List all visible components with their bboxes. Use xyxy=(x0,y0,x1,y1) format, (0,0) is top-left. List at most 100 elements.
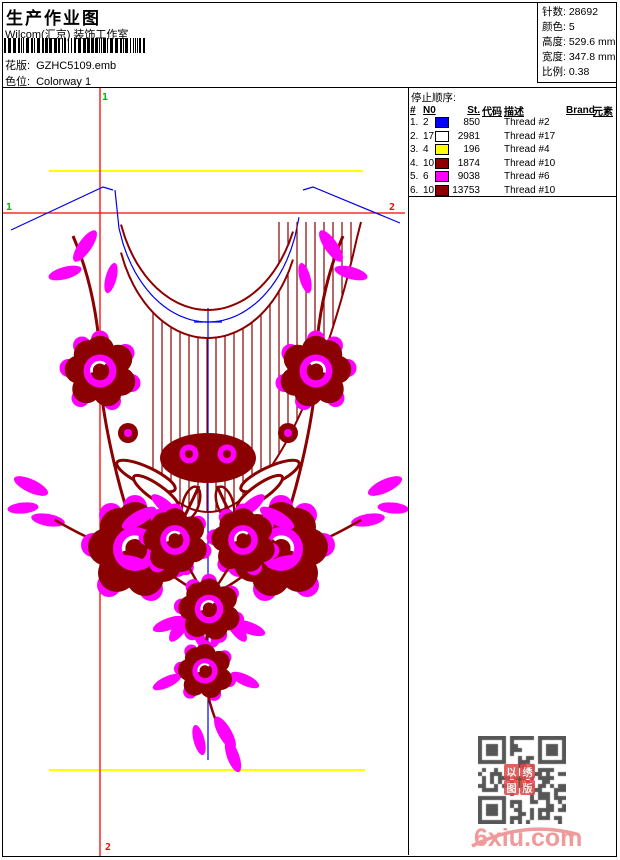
thread-cell: 10 xyxy=(423,157,435,169)
thread-cell: 9038 xyxy=(457,171,480,182)
thread-row: 2. 17 2981 Thread #17 xyxy=(410,130,616,143)
colorway-value: Colorway 1 xyxy=(36,76,92,88)
thread-color-swatch xyxy=(435,157,451,169)
stat-row: 比例: 0.38 xyxy=(542,65,617,80)
barcode-bar xyxy=(130,38,131,53)
barcode-bar xyxy=(107,38,108,53)
stat-value: 347.8 mm xyxy=(568,51,616,63)
barcode-bar xyxy=(23,38,24,53)
page-title: 生产作业图 xyxy=(6,9,101,28)
thread-cell: 3. xyxy=(410,144,419,155)
thread-cell: 6. xyxy=(410,184,419,196)
barcode-bar xyxy=(4,38,6,53)
stat-value: 529.6 mm xyxy=(568,36,616,48)
thread-cell: 10 xyxy=(423,184,435,196)
colorway-line: 色位: Colorway 1 xyxy=(5,73,91,89)
stat-label: 比例: xyxy=(542,66,566,78)
thread-row: 1. 2 850 Thread #2 xyxy=(410,116,616,129)
thread-cell: 17 xyxy=(423,130,435,142)
barcode xyxy=(4,38,150,53)
table-header-row: # N0 St. 代码 描述 Brand 元素 xyxy=(410,103,616,118)
watermark: 6xiu.com xyxy=(468,820,583,858)
red-seal-stamp: 以绣图版 xyxy=(504,764,537,797)
barcode-bar xyxy=(62,38,63,53)
design-stats-panel: 针数: 28692 颜色: 5 高度: 529.6 mm 宽度: 347.8 mm 比例… xyxy=(537,2,617,83)
thread-color-swatch xyxy=(435,117,451,128)
pattern-line: 花版: GZHC5109.emb xyxy=(5,57,116,73)
thread-cell: 4 xyxy=(423,144,429,155)
stamp-character: 以 xyxy=(504,764,519,779)
thread-cell: Thread #2 xyxy=(504,117,550,128)
thread-cell: 1874 xyxy=(457,157,480,169)
barcode-bar xyxy=(133,38,134,53)
column-header: Brand xyxy=(566,105,595,116)
marker-start-top: 1 xyxy=(102,92,108,103)
barcode-bar xyxy=(101,38,102,53)
thread-cell: 13753 xyxy=(452,184,480,196)
marker-end-bottom: 2 xyxy=(105,842,111,853)
barcode-bar xyxy=(143,38,145,53)
colorway-label: 色位: xyxy=(5,76,31,88)
column-header: # xyxy=(410,105,416,116)
swatch xyxy=(435,117,449,128)
barcode-bar xyxy=(123,38,124,53)
stat-label: 高度: xyxy=(542,36,566,48)
table-title: 停止顺序: xyxy=(411,92,456,104)
barcode-bar xyxy=(139,38,141,53)
neckline-scoop xyxy=(114,189,300,323)
barcode-bar xyxy=(49,38,52,53)
barcode-bar xyxy=(120,38,122,53)
marker-end-right: 2 xyxy=(389,202,395,213)
thread-color-swatch xyxy=(435,171,451,182)
stamp-character: 版 xyxy=(520,780,535,795)
stat-value: 0.38 xyxy=(568,66,590,78)
swatch xyxy=(435,157,449,169)
barcode-bar xyxy=(64,38,66,53)
thread-color-swatch xyxy=(435,184,451,196)
stat-row: 宽度: 347.8 mm xyxy=(542,50,617,65)
swatch xyxy=(435,144,449,155)
thread-row: 5. 6 9038 Thread #6 xyxy=(410,170,616,183)
panel-separator xyxy=(408,88,409,855)
barcode-bar xyxy=(71,38,72,53)
center-drop-roses xyxy=(115,502,301,775)
barcode-bar xyxy=(26,38,29,53)
barcode-bar xyxy=(115,38,118,53)
barcode-bar xyxy=(18,38,20,53)
stat-row: 颜色: 5 xyxy=(542,20,617,35)
thread-cell: Thread #6 xyxy=(504,171,550,182)
stat-value: 28692 xyxy=(568,6,599,18)
thread-cell: 2. xyxy=(410,130,419,142)
barcode-bar xyxy=(45,38,48,53)
barcode-bar xyxy=(34,38,35,53)
barcode-bar xyxy=(95,38,98,53)
thread-color-swatch xyxy=(435,130,451,142)
barcode-bar xyxy=(87,38,90,53)
stamp-character: 绣 xyxy=(520,764,535,779)
central-floral-cluster xyxy=(115,423,301,533)
barcode-bar xyxy=(103,38,106,53)
neckline-shoulder-left xyxy=(10,186,114,231)
swatch xyxy=(435,130,449,142)
thread-row: 3. 4 196 Thread #4 xyxy=(410,143,616,156)
header-separator xyxy=(2,87,616,88)
column-header: 描述 xyxy=(504,107,524,118)
thread-row: 4. 10 1874 Thread #10 xyxy=(410,157,616,170)
barcode-bar xyxy=(74,38,76,53)
column-header: St. xyxy=(467,105,480,116)
thread-cell: Thread #17 xyxy=(504,130,556,142)
watermark-text: 6xiu.com xyxy=(474,824,583,852)
thread-cell: 2 xyxy=(423,117,429,128)
thread-cell: 4. xyxy=(410,157,419,169)
stat-row: 针数: 28692 xyxy=(542,5,617,20)
stat-label: 宽度: xyxy=(542,51,566,63)
swatch xyxy=(435,184,449,196)
column-header: 元素 xyxy=(593,107,613,118)
thread-row: 6. 10 13753 Thread #10 xyxy=(410,184,616,197)
barcode-bar xyxy=(54,38,57,53)
band-edge-upper xyxy=(120,224,294,312)
embroidery-design-canvas: 1 1 2 2 xyxy=(3,88,408,856)
thread-cell: Thread #10 xyxy=(504,184,556,196)
barcode-bar xyxy=(78,38,81,53)
